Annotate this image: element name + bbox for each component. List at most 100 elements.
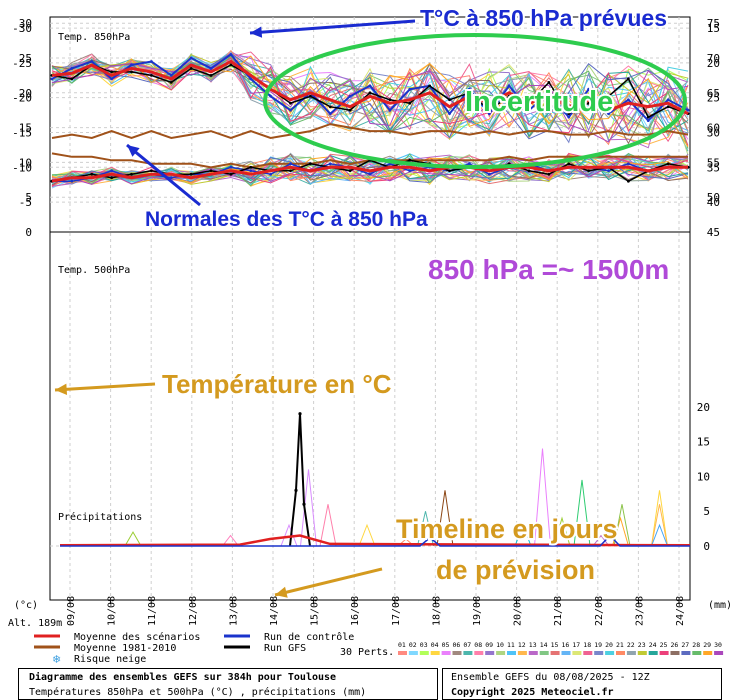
- temp500-gfs-line-point: [130, 172, 133, 176]
- temp500-gfs-line-point: [666, 162, 670, 166]
- legend-member-swatch: [605, 651, 615, 655]
- temp850-tick-left: 15: [19, 122, 32, 135]
- temp500-gfs-line-point: [547, 172, 551, 176]
- temp850-gfs-line-point: [428, 84, 432, 88]
- temp850-tick-right: 50: [707, 191, 720, 204]
- precip-member-line: [124, 531, 142, 547]
- temp850-member-line: [51, 58, 689, 137]
- temp850-control-line-point: [149, 60, 153, 63]
- annotation-timeline-2: de prévision: [436, 555, 595, 585]
- legend-snow-label: Risque neige: [74, 654, 146, 665]
- temp500-tick-left: -20: [12, 92, 32, 105]
- temp850-control-line-point: [189, 56, 193, 60]
- legend-member-swatch: [496, 651, 506, 655]
- temp850-tick-right: 55: [707, 156, 720, 169]
- temp850-gfs-line-point: [348, 108, 352, 112]
- temp850-control-line-point: [646, 119, 650, 123]
- temp850-member-line: [51, 63, 689, 144]
- precip-control-line: [60, 534, 690, 547]
- temp850-control-line-point: [50, 77, 54, 81]
- chart-title: Diagramme des ensembles GEFS sur 384h po…: [29, 672, 337, 683]
- arrow-normals-head: [127, 145, 140, 157]
- temp850-gfs-line-point: [487, 108, 491, 112]
- legend-member-number: 14: [540, 641, 548, 649]
- legend-member-swatch: [517, 651, 527, 655]
- legend-mean-label: Moyenne des scénarios: [74, 631, 200, 643]
- temp850-member-line: [51, 52, 689, 143]
- arrow-temperature: [54, 382, 156, 392]
- run-info: Ensemble GEFS du 08/08/2025 - 12Z: [451, 672, 650, 683]
- temp850-gfs-line-point: [110, 70, 114, 74]
- temp850-control-line-point: [547, 91, 551, 95]
- legend-member-swatch: [485, 651, 495, 655]
- legend-member-number: 10: [496, 641, 504, 649]
- temp850-gfs-line-point: [607, 94, 610, 98]
- legend-member-number: 19: [594, 641, 602, 649]
- temp500-control-line-point: [229, 165, 233, 169]
- temp850-control-line-point: [487, 112, 491, 116]
- temp850-control-line-point: [626, 98, 630, 102]
- precip-member-line: [280, 523, 298, 547]
- temp850-tick-left: 0: [25, 226, 32, 239]
- temp850-control-line-point: [507, 84, 511, 88]
- temp500-control-line-point: [269, 172, 273, 176]
- temp500-gfs-line-point: [209, 169, 213, 173]
- temp500-gfs-line-point: [527, 169, 531, 173]
- temp850-control-line-point: [408, 87, 412, 91]
- run-info-box: Ensemble GEFS du 08/08/2025 - 12Z Copyri…: [442, 668, 722, 700]
- date-label: 21/08: [553, 596, 564, 626]
- temp500-control-line-point: [169, 176, 173, 180]
- date-label: 23/08: [634, 596, 645, 626]
- temp850-gfs-line-point: [229, 63, 233, 67]
- arrow-timeline: [274, 567, 383, 597]
- temp500-tick-left: -30: [12, 22, 32, 35]
- legend-member-swatch: [430, 651, 440, 655]
- temp850-gfs-line-point: [408, 101, 412, 105]
- legend-member-number: 26: [671, 641, 679, 649]
- legend-member-number: 02: [409, 641, 417, 649]
- legend-member-number: 07: [463, 641, 471, 649]
- date-label: 24/08: [675, 596, 686, 626]
- temp850-gfs-line-point: [448, 98, 451, 102]
- legend-member-swatch: [463, 651, 473, 655]
- legend-member-number: 20: [605, 641, 613, 649]
- temp500-control-line-point: [289, 162, 292, 166]
- temp500-tick-left: -10: [12, 161, 32, 174]
- annotation-uncertainty: Incertitude: [465, 86, 613, 118]
- temp500-control-line-point: [70, 179, 74, 183]
- temp850-control-line-point: [130, 63, 133, 67]
- legend-member-number: 21: [616, 641, 624, 649]
- temp850-control-line-point: [467, 87, 471, 91]
- temp850-gfs-line-point: [626, 77, 630, 81]
- date-label: 19/08: [472, 596, 483, 626]
- temp850-gfs-line-point: [587, 101, 591, 105]
- legend-member-swatch: [659, 651, 669, 655]
- temp850-gfs-line-point: [209, 74, 213, 77]
- temp500-control-line-point: [487, 172, 491, 176]
- legend-member-swatch: [539, 651, 549, 655]
- legend-member-number: 06: [453, 641, 461, 649]
- legend-member-number: 24: [649, 641, 657, 649]
- temp850-control-line-point: [368, 84, 372, 88]
- legend-member-swatch: [561, 651, 571, 655]
- temp850-control-line-point: [229, 53, 233, 56]
- temp850-gfs-line-point: [547, 80, 551, 84]
- temp850-gfs-line-point: [70, 77, 74, 81]
- legend-member-swatch: [583, 651, 593, 655]
- date-label: 14/08: [269, 596, 280, 626]
- precip-tick-right: 20: [697, 401, 710, 414]
- date-label: 16/08: [350, 596, 361, 626]
- legend-member-number: 23: [638, 641, 646, 649]
- temp850-gfs-line-point: [149, 74, 153, 77]
- temp850-gfs-line-point: [328, 105, 332, 109]
- temp500-control-line-point: [249, 169, 253, 173]
- arrow-normals: [126, 143, 201, 207]
- temp850-gfs-line-point: [646, 115, 650, 119]
- left-axis-unit: (°c): [14, 600, 38, 611]
- temp850-gfs-line-point: [368, 91, 372, 95]
- temp500-tick-right: 30: [707, 126, 720, 139]
- legend-member-number: 08: [474, 641, 482, 649]
- legend-member-swatch: [626, 651, 636, 655]
- temp850-normal-line: [51, 123, 689, 140]
